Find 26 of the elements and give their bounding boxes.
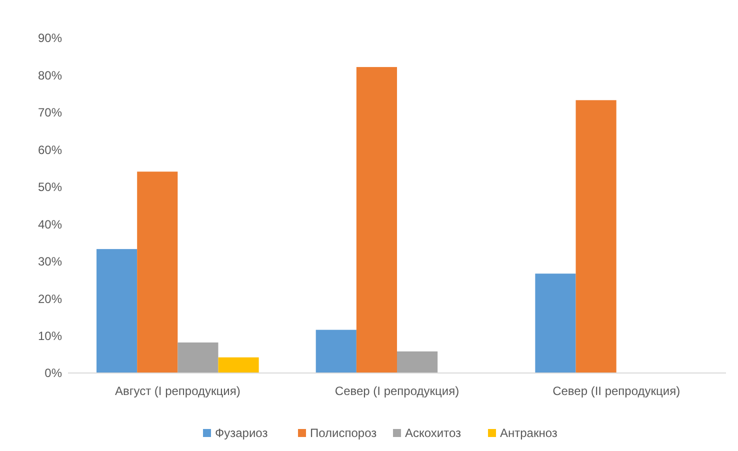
bar	[137, 172, 178, 373]
y-tick-label: 50%	[38, 180, 62, 194]
y-tick-label: 70%	[38, 106, 62, 120]
bar	[178, 342, 218, 373]
x-tick-label: Север (I репродукция)	[334, 384, 460, 398]
y-tick-label: 40%	[38, 217, 62, 232]
y-tick-label: 20%	[38, 292, 62, 306]
y-tick-label: 10%	[38, 328, 62, 343]
y-tick-label: 60%	[38, 142, 62, 157]
bar	[356, 67, 397, 373]
y-tick-label: 90%	[38, 31, 62, 46]
bar	[96, 249, 138, 373]
bar	[218, 357, 259, 373]
legend-label: Фузариоз	[215, 426, 268, 440]
bar	[535, 274, 576, 373]
bar	[576, 100, 616, 373]
legend-label: Антракноз	[500, 426, 558, 440]
bar	[397, 351, 438, 373]
y-tick-label: 0%	[44, 366, 62, 380]
y-tick-label: 30%	[38, 254, 62, 269]
x-tick-label: Север (II репродукция)	[552, 384, 680, 398]
x-tick-label: Август (I репродукция)	[114, 384, 240, 398]
bar	[316, 330, 356, 373]
legend-label: Аскохитоз	[405, 426, 462, 440]
legend-label: Полиспороз	[310, 426, 378, 440]
y-tick-label: 80%	[38, 68, 62, 82]
